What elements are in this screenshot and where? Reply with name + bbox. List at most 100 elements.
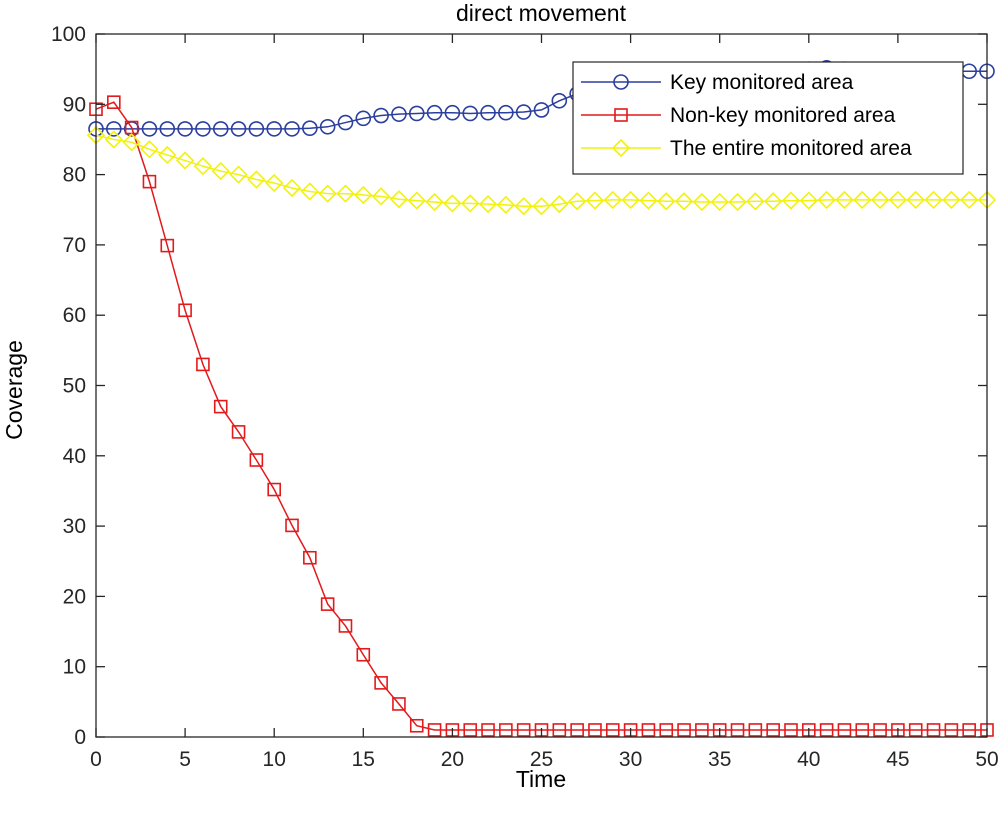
data-point bbox=[302, 120, 318, 137]
data-point bbox=[175, 151, 195, 170]
data-point bbox=[354, 185, 373, 205]
y-tick-label: 70 bbox=[63, 234, 86, 257]
data-point bbox=[265, 173, 284, 193]
data-point bbox=[924, 190, 943, 210]
x-tick-label: 35 bbox=[708, 748, 731, 771]
data-point bbox=[692, 192, 712, 212]
y-tick-label: 0 bbox=[74, 726, 86, 749]
data-point bbox=[498, 104, 514, 121]
data-point bbox=[178, 303, 192, 318]
data-point bbox=[355, 110, 372, 127]
data-point bbox=[373, 107, 389, 124]
legend: Key monitored area Non-key monitored area… bbox=[572, 61, 964, 175]
data-point bbox=[337, 114, 354, 131]
data-point bbox=[603, 190, 622, 210]
data-point bbox=[211, 161, 230, 181]
data-point bbox=[674, 192, 694, 211]
data-point bbox=[356, 647, 371, 662]
data-point bbox=[870, 190, 890, 210]
data-point bbox=[213, 399, 228, 414]
data-point bbox=[282, 178, 302, 198]
y-tick-label: 50 bbox=[63, 375, 86, 398]
data-point bbox=[888, 190, 908, 210]
legend-box bbox=[572, 61, 964, 175]
data-point bbox=[480, 104, 496, 121]
data-point bbox=[730, 723, 745, 737]
legend-marker bbox=[614, 108, 628, 122]
series-line bbox=[95, 101, 987, 731]
y-tick-label: 100 bbox=[51, 23, 86, 46]
data-point bbox=[766, 723, 780, 737]
x-tick-label: 0 bbox=[90, 748, 102, 771]
series-2 bbox=[89, 95, 994, 737]
data-point bbox=[158, 145, 177, 165]
y-tick-label: 10 bbox=[63, 656, 86, 679]
data-point bbox=[338, 619, 353, 633]
data-point bbox=[853, 190, 872, 210]
data-point bbox=[481, 723, 495, 737]
data-point bbox=[496, 195, 515, 214]
data-point bbox=[677, 723, 691, 737]
data-point bbox=[748, 723, 763, 737]
legend-label: Non-key monitored area bbox=[670, 104, 896, 127]
y-tick-label: 90 bbox=[63, 93, 86, 116]
data-point bbox=[835, 190, 854, 210]
data-point bbox=[962, 723, 976, 737]
data-point bbox=[817, 190, 836, 210]
data-point bbox=[659, 723, 674, 737]
data-point bbox=[516, 723, 531, 737]
data-point bbox=[300, 182, 319, 201]
data-point bbox=[212, 121, 229, 137]
data-point bbox=[160, 238, 175, 253]
data-point bbox=[391, 106, 407, 122]
data-point bbox=[908, 723, 923, 737]
data-point bbox=[122, 133, 141, 152]
legend-item: Non-key monitored area bbox=[581, 104, 896, 127]
data-point bbox=[499, 723, 513, 737]
data-point bbox=[303, 550, 317, 565]
data-point bbox=[425, 192, 444, 212]
data-point bbox=[408, 105, 425, 122]
data-point bbox=[621, 190, 640, 210]
data-point bbox=[285, 518, 299, 533]
data-point bbox=[248, 121, 265, 137]
data-point bbox=[106, 121, 122, 137]
legend-label: The entire monitored area bbox=[670, 137, 912, 160]
legend-item: Key monitored area bbox=[581, 71, 854, 94]
data-point bbox=[799, 191, 818, 210]
y-tick-label: 60 bbox=[63, 304, 86, 327]
series-3 bbox=[86, 126, 997, 216]
data-point bbox=[533, 102, 550, 118]
data-point bbox=[942, 190, 961, 210]
data-point bbox=[140, 140, 159, 159]
data-point bbox=[196, 357, 210, 372]
data-point bbox=[819, 723, 834, 737]
data-point bbox=[107, 95, 121, 109]
data-point bbox=[585, 191, 605, 210]
data-point bbox=[104, 130, 123, 149]
data-point bbox=[639, 191, 658, 210]
data-point bbox=[855, 723, 870, 737]
data-point bbox=[195, 121, 211, 137]
data-point bbox=[551, 92, 568, 109]
legend-label: Key monitored area bbox=[670, 71, 854, 94]
y-axis-title: Coverage bbox=[1, 340, 27, 440]
data-point bbox=[284, 121, 300, 137]
data-point bbox=[427, 723, 442, 737]
data-point bbox=[462, 105, 479, 122]
data-point bbox=[710, 192, 729, 212]
data-point bbox=[159, 121, 176, 137]
data-point bbox=[247, 170, 266, 189]
data-point bbox=[944, 723, 959, 737]
data-point bbox=[837, 723, 852, 737]
data-point bbox=[550, 194, 569, 214]
x-tick-label: 5 bbox=[179, 748, 191, 771]
chart-title: direct movement bbox=[456, 0, 627, 26]
data-point bbox=[336, 184, 355, 203]
data-point bbox=[746, 192, 765, 211]
data-point bbox=[392, 697, 406, 711]
data-point bbox=[266, 121, 283, 137]
data-point bbox=[514, 197, 533, 216]
y-tick-label: 30 bbox=[63, 515, 86, 538]
